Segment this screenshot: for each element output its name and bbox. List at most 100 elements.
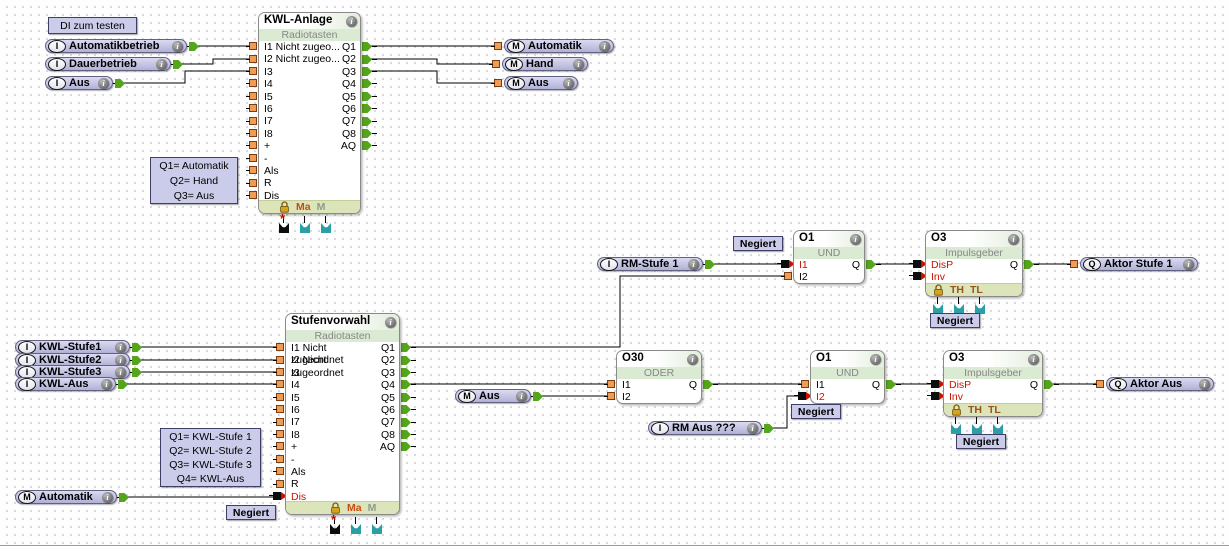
pill-input-pin[interactable]	[491, 42, 502, 50]
input-pin[interactable]	[273, 442, 284, 450]
input-pin[interactable]	[246, 179, 257, 187]
info-icon[interactable]: i	[1028, 353, 1039, 365]
info-icon[interactable]: i	[385, 316, 396, 328]
monitor-flag[interactable]	[321, 223, 331, 233]
info-icon[interactable]: i	[98, 77, 109, 89]
pill-input-pin[interactable]	[489, 60, 500, 68]
output-pin[interactable]	[362, 129, 372, 138]
input-pin[interactable]	[246, 67, 257, 75]
input-pin[interactable]	[246, 79, 257, 87]
output-pin[interactable]	[362, 55, 372, 64]
output-pin[interactable]	[401, 442, 411, 451]
marker-flag[interactable]	[279, 223, 289, 233]
input-pin[interactable]	[246, 104, 257, 112]
info-icon[interactable]: i	[1008, 233, 1019, 245]
pill-rm_aus[interactable]: I RM Aus ??? i	[648, 421, 762, 435]
input-pin[interactable]	[273, 380, 284, 388]
pill-input-pin[interactable]	[1067, 260, 1078, 268]
info-icon[interactable]: i	[172, 40, 183, 52]
input-pin[interactable]	[273, 368, 284, 376]
output-pin[interactable]	[1024, 260, 1034, 269]
manual-flag[interactable]	[351, 524, 361, 534]
input-pin[interactable]	[246, 191, 257, 199]
pill-output-pin[interactable]	[173, 60, 183, 69]
input-pin[interactable]	[246, 42, 257, 50]
input-pin[interactable]	[273, 455, 284, 463]
negated-input-pin[interactable]	[909, 260, 921, 268]
wire-dauerbetrieb-to-kwl_anlage.I2[interactable]	[177, 58, 249, 65]
block-kwl_anlage[interactable]: KWL-Anlage i Radiotasten I1 Nicht zugeo... Q…	[258, 12, 361, 214]
pill-rm_stufe1[interactable]: I RM-Stufe 1 i	[597, 257, 703, 271]
block-o1_oben[interactable]: O1 i UND I1 Q I2	[793, 230, 865, 284]
marker-flag[interactable]	[330, 524, 340, 534]
info-icon[interactable]: i	[346, 15, 357, 27]
info-icon[interactable]: i	[1183, 258, 1194, 270]
info-icon[interactable]: i	[688, 258, 699, 270]
wire-rm_aus-to-o1_unten.I2[interactable]	[767, 395, 798, 429]
block-stufenvorwahl[interactable]: Stufenvorwahl i Radiotasten I1 Nicht zugeor…	[285, 313, 400, 515]
input-pin[interactable]	[273, 480, 284, 488]
input-pin[interactable]	[246, 92, 257, 100]
input-pin[interactable]	[246, 141, 257, 149]
info-icon[interactable]: i	[1199, 378, 1210, 390]
output-pin[interactable]	[362, 79, 372, 88]
negiert-label[interactable]: Negiert	[956, 434, 1006, 449]
output-pin[interactable]	[886, 380, 896, 389]
negated-input-pin[interactable]	[909, 272, 921, 280]
pill-aktor_stufe1[interactable]: Q Aktor Stufe 1 i	[1080, 257, 1198, 271]
negiert-label[interactable]: Negiert	[930, 313, 980, 328]
input-pin[interactable]	[798, 380, 809, 388]
pill-output-pin[interactable]	[705, 260, 715, 269]
output-pin[interactable]	[362, 141, 372, 150]
wire-aus_in-to-kwl_anlage.I3[interactable]	[119, 70, 249, 84]
param-flag[interactable]	[954, 304, 964, 314]
info-icon[interactable]: i	[599, 40, 610, 52]
negated-input-pin[interactable]	[927, 380, 939, 388]
input-pin[interactable]	[273, 418, 284, 426]
negated-input-pin[interactable]	[269, 492, 281, 500]
pill-kwl_aus[interactable]: I KWL-Aus i	[15, 377, 116, 391]
pill-output-pin[interactable]	[115, 79, 125, 88]
pill-dauerbetrieb[interactable]: I Dauerbetrieb i	[45, 57, 171, 71]
output-pin[interactable]	[362, 117, 372, 126]
param-flag[interactable]	[975, 304, 985, 314]
pill-m_automatik_in[interactable]: M Automatik i	[15, 490, 117, 504]
wire-kwl_anlage.Q2-to-m_hand[interactable]	[371, 58, 492, 65]
pill-kwl_stufe1[interactable]: I KWL-Stufe1 i	[15, 340, 130, 354]
block-o1_unten[interactable]: O1 i UND I1 Q I2	[810, 350, 885, 404]
info-icon[interactable]: i	[115, 341, 126, 353]
input-pin[interactable]	[604, 392, 615, 400]
param-flag[interactable]	[951, 424, 961, 434]
param-flag[interactable]	[972, 424, 982, 434]
negiert-label[interactable]: Negiert	[226, 505, 276, 520]
note-stufen_legend[interactable]: Q1= KWL-Stufe 1 Q2= KWL-Stufe 2 Q3= KWL-St…	[160, 428, 261, 487]
info-icon[interactable]: i	[156, 58, 167, 70]
info-icon[interactable]: i	[115, 366, 126, 378]
manual-flag[interactable]	[300, 223, 310, 233]
info-icon[interactable]: i	[101, 378, 112, 390]
info-icon[interactable]: i	[563, 77, 574, 89]
output-pin[interactable]	[703, 380, 713, 389]
output-pin[interactable]	[401, 393, 411, 402]
output-pin[interactable]	[401, 343, 411, 352]
info-icon[interactable]: i	[850, 233, 861, 245]
output-pin[interactable]	[401, 356, 411, 365]
input-pin[interactable]	[246, 129, 257, 137]
input-pin[interactable]	[246, 154, 257, 162]
output-pin[interactable]	[362, 42, 372, 51]
pill-kwl_stufe2[interactable]: I KWL-Stufe2 i	[15, 353, 130, 367]
input-pin[interactable]	[273, 356, 284, 364]
wire-kwl_anlage.Q3-to-m_aus_out[interactable]	[371, 70, 494, 84]
param-flag[interactable]	[993, 424, 1003, 434]
pill-m_aus_in[interactable]: M Aus i	[455, 389, 531, 403]
note-di_test[interactable]: DI zum testen	[48, 17, 137, 34]
input-pin[interactable]	[604, 380, 615, 388]
pill-output-pin[interactable]	[132, 343, 142, 352]
wire-stufenvorwahl.Q1-to-o1_oben.I2[interactable]	[410, 275, 784, 348]
pill-output-pin[interactable]	[119, 493, 129, 502]
info-icon[interactable]: i	[687, 353, 698, 365]
pill-output-pin[interactable]	[189, 42, 199, 51]
output-pin[interactable]	[362, 92, 372, 101]
info-icon[interactable]: i	[870, 353, 881, 365]
